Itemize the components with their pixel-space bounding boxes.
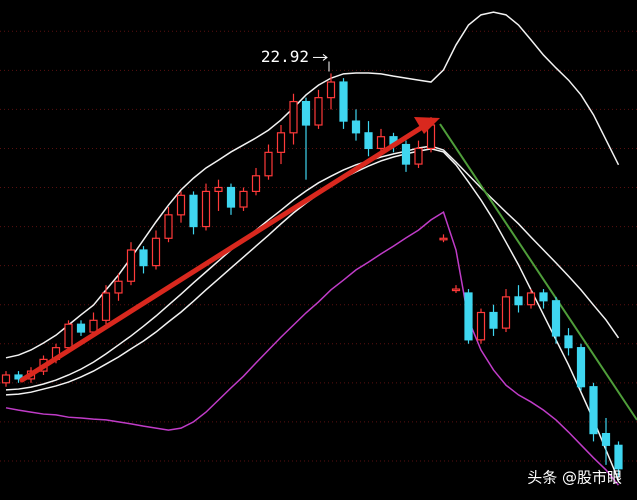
candle-body [564, 335, 573, 349]
candle-body [364, 132, 373, 150]
arrow-shaft [19, 123, 427, 383]
candle-body [414, 147, 423, 165]
trend-line [439, 123, 637, 421]
candle-body [214, 186, 223, 193]
band-line [5, 145, 620, 391]
candle-body [139, 249, 148, 267]
candle-body [176, 194, 186, 216]
candle-body [239, 190, 248, 208]
candle-body [501, 296, 511, 329]
candle-body [576, 347, 586, 388]
candle-body [376, 136, 386, 150]
candle-body [401, 143, 411, 165]
candle-body [89, 319, 98, 333]
annotation: 22.92 [261, 47, 330, 72]
candle-body [539, 292, 548, 302]
candle-body [76, 323, 86, 333]
candle-body [164, 214, 173, 239]
watermark: 头条 @股市眼 [527, 469, 622, 487]
candle-body [464, 292, 473, 341]
candle-body [64, 323, 73, 349]
candle-body [251, 175, 261, 193]
candle-body [339, 81, 348, 122]
candle-body [151, 237, 161, 267]
candle-body [264, 151, 273, 177]
candle-body [314, 97, 323, 126]
candle-body [301, 100, 311, 126]
candle-body [526, 292, 536, 306]
band-line [5, 210, 620, 486]
candle-body [489, 311, 498, 329]
high-arrow-head [322, 54, 328, 61]
high-label: 22.92 [261, 47, 309, 66]
candle-body [589, 386, 598, 435]
candle-body [476, 311, 486, 341]
candle-body [551, 300, 561, 337]
trend-arrow [19, 117, 440, 383]
candle-body [276, 132, 286, 153]
candle-body [1, 374, 11, 384]
candle-body [201, 190, 211, 228]
candle-body [189, 194, 198, 228]
candle-body [114, 280, 123, 294]
candle-body [126, 249, 136, 282]
candle-body [451, 288, 461, 292]
candle-body [289, 100, 298, 134]
candle-body [601, 432, 611, 446]
candle-body [614, 444, 623, 470]
arrow-head [414, 117, 440, 134]
candle-body [514, 296, 523, 306]
candle-body [351, 120, 361, 134]
candle-body [326, 81, 336, 99]
band-line [5, 11, 620, 359]
candle-body [439, 237, 448, 241]
candle-body [226, 186, 236, 208]
candle-body [101, 292, 111, 321]
candles [1, 73, 623, 477]
candle-body [14, 374, 23, 380]
